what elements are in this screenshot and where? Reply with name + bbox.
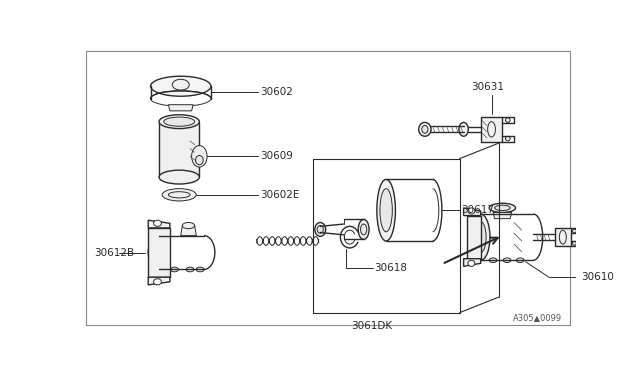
Ellipse shape — [468, 208, 475, 214]
Ellipse shape — [516, 258, 524, 263]
Ellipse shape — [164, 117, 195, 126]
Polygon shape — [481, 117, 502, 142]
Ellipse shape — [476, 222, 486, 253]
Ellipse shape — [488, 122, 495, 137]
Ellipse shape — [172, 79, 189, 90]
Text: A305▲0099: A305▲0099 — [513, 313, 562, 322]
Ellipse shape — [159, 170, 199, 184]
Ellipse shape — [153, 243, 165, 263]
Polygon shape — [555, 228, 571, 246]
Text: 30618: 30618 — [374, 263, 408, 273]
Polygon shape — [463, 259, 481, 266]
Ellipse shape — [377, 179, 396, 241]
Ellipse shape — [196, 267, 204, 272]
Ellipse shape — [459, 122, 468, 136]
Polygon shape — [148, 228, 170, 277]
Text: 30602E: 30602E — [260, 190, 299, 200]
Ellipse shape — [503, 258, 511, 263]
Ellipse shape — [559, 230, 566, 244]
Polygon shape — [148, 220, 170, 228]
Polygon shape — [148, 277, 170, 285]
Text: 30612B: 30612B — [94, 247, 134, 257]
Ellipse shape — [159, 115, 199, 129]
Ellipse shape — [573, 241, 577, 245]
Ellipse shape — [171, 267, 179, 272]
Ellipse shape — [186, 267, 194, 272]
Text: 30617: 30617 — [461, 205, 494, 215]
Ellipse shape — [317, 225, 323, 233]
Ellipse shape — [489, 203, 516, 212]
Ellipse shape — [506, 136, 510, 141]
Ellipse shape — [154, 220, 161, 226]
Ellipse shape — [380, 189, 392, 232]
Ellipse shape — [315, 222, 326, 236]
Polygon shape — [180, 225, 196, 235]
Ellipse shape — [182, 222, 195, 229]
Ellipse shape — [358, 219, 369, 240]
Text: 30631: 30631 — [472, 82, 504, 92]
Polygon shape — [493, 212, 511, 219]
Ellipse shape — [154, 279, 161, 285]
Ellipse shape — [472, 214, 490, 260]
Ellipse shape — [360, 224, 367, 235]
Ellipse shape — [495, 205, 510, 211]
Polygon shape — [463, 208, 481, 216]
Text: 30609: 30609 — [260, 151, 292, 161]
Ellipse shape — [195, 155, 204, 165]
Text: 3061DK: 3061DK — [351, 321, 392, 331]
Ellipse shape — [573, 229, 577, 233]
Ellipse shape — [468, 260, 475, 266]
Ellipse shape — [191, 145, 207, 167]
Ellipse shape — [150, 76, 211, 96]
Polygon shape — [159, 122, 199, 177]
Ellipse shape — [489, 258, 497, 263]
Text: 30602: 30602 — [260, 87, 292, 97]
Ellipse shape — [162, 189, 196, 201]
Ellipse shape — [506, 118, 510, 122]
Polygon shape — [168, 105, 193, 111]
Text: 30610: 30610 — [581, 272, 614, 282]
Polygon shape — [467, 216, 481, 259]
Ellipse shape — [419, 122, 431, 136]
Ellipse shape — [148, 235, 170, 269]
Ellipse shape — [422, 125, 428, 133]
